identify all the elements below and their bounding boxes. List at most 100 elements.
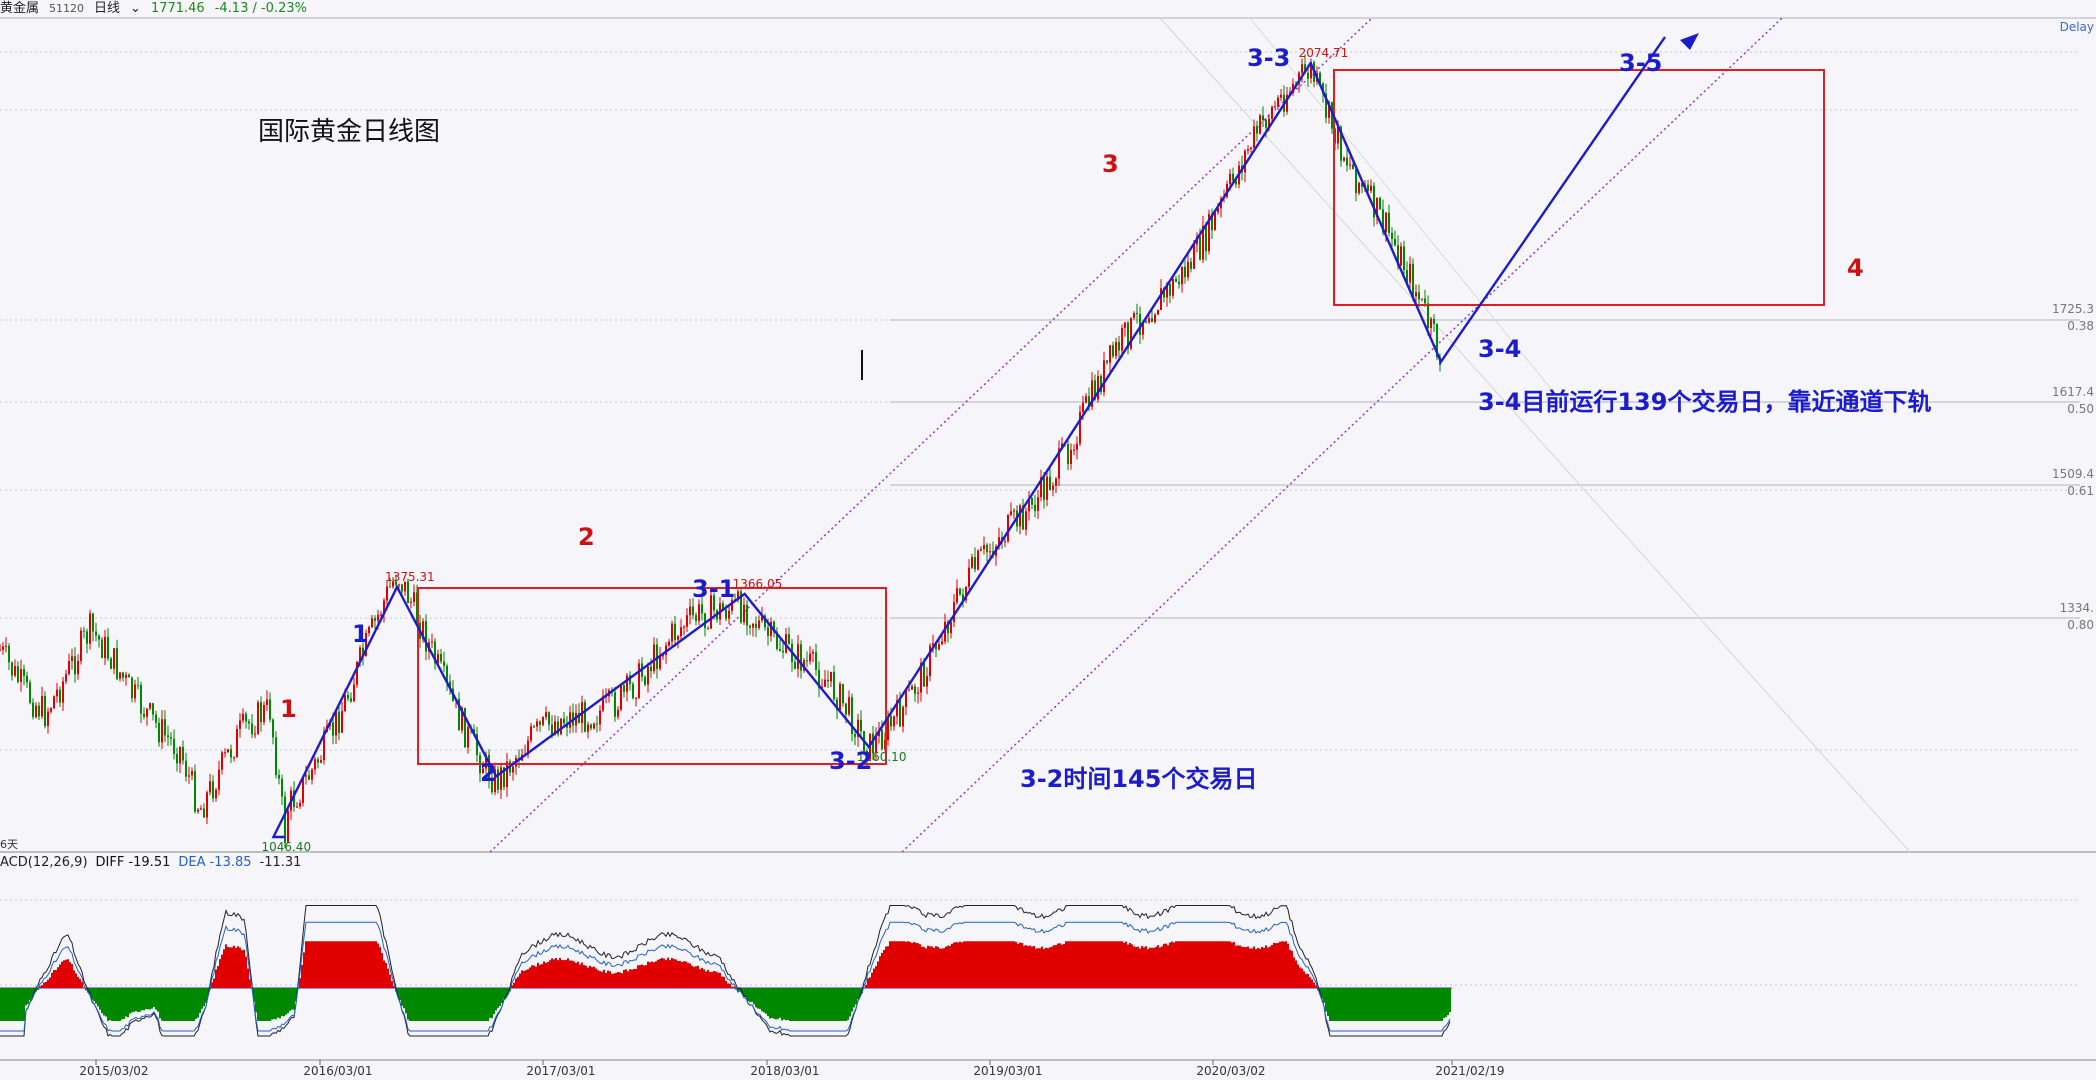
candle-body	[554, 721, 556, 735]
candle-body	[50, 708, 52, 712]
candle-body	[983, 545, 985, 550]
candle-body	[335, 711, 337, 736]
candle-body	[845, 703, 847, 715]
candle-body	[410, 601, 412, 604]
candle-body	[1034, 504, 1036, 512]
date-label: 2019/03/01	[973, 1064, 1042, 1078]
candle-body	[476, 733, 478, 756]
candle-body	[722, 603, 724, 610]
candle-body	[194, 771, 196, 812]
candle-body	[1028, 498, 1030, 512]
candle-body	[656, 644, 658, 669]
candle-body	[1004, 541, 1006, 543]
candle-body	[1142, 321, 1144, 335]
candle-body	[314, 759, 316, 770]
candle-body	[170, 737, 172, 739]
pivot-value-label: 1160.10	[857, 750, 907, 764]
candle-body	[596, 723, 598, 725]
candle-body	[1127, 322, 1129, 349]
consolidation-boxes	[417, 69, 1825, 765]
candle-body	[788, 634, 790, 644]
candle-body	[359, 647, 361, 662]
fib-axis-label: 0.80	[2067, 618, 2094, 632]
candle-body	[104, 636, 106, 659]
candle-body	[1400, 246, 1402, 266]
candle-body	[1268, 118, 1270, 128]
candle-body	[1247, 149, 1249, 151]
candle-body	[395, 581, 397, 585]
candle-body	[1019, 505, 1021, 527]
candle-body	[905, 689, 907, 707]
candle-body	[974, 557, 976, 570]
candle-body	[545, 712, 547, 718]
candle-body	[512, 766, 514, 773]
candle-body	[584, 701, 586, 732]
candle-body	[794, 662, 796, 669]
candle-body	[944, 621, 946, 642]
candle-body	[1379, 197, 1381, 210]
candle-body	[1178, 281, 1180, 285]
candle-body	[173, 738, 175, 754]
candle-body	[308, 775, 310, 780]
candle-body	[1154, 314, 1156, 323]
candle-body	[1136, 313, 1138, 315]
candle-body	[590, 724, 592, 729]
candle-body	[1436, 323, 1438, 358]
candle-body	[413, 592, 415, 602]
candle-body	[725, 609, 727, 619]
candle-body	[1010, 511, 1012, 515]
candle-body	[536, 721, 538, 727]
candle-body	[1277, 97, 1279, 107]
candle-body	[617, 709, 619, 717]
candle-body	[164, 719, 166, 736]
candle-body	[485, 754, 487, 769]
macd-value: -11.31	[259, 855, 302, 870]
candle-body	[986, 545, 988, 553]
candle-body	[1145, 321, 1147, 323]
candle-body	[425, 621, 427, 652]
candle-body	[1088, 396, 1090, 407]
candle-body	[1397, 245, 1399, 266]
candle-body	[1118, 341, 1120, 351]
candles	[0, 54, 1441, 849]
candle-body	[1388, 212, 1390, 233]
candle-body	[1376, 197, 1378, 218]
candle-body	[149, 703, 151, 709]
candle-body	[1235, 180, 1237, 185]
candle-body	[800, 644, 802, 671]
candle-body	[446, 665, 448, 682]
candle-body	[488, 754, 490, 781]
candle-body	[917, 692, 919, 694]
candle-body	[1343, 157, 1345, 161]
candle-body	[245, 713, 247, 722]
candle-body	[137, 684, 139, 686]
candle-body	[1340, 126, 1342, 161]
candle-body	[680, 627, 682, 637]
note-wave-3-4: 3-4目前运行139个交易日，靠近通道下轨	[1478, 388, 1931, 416]
candle-body	[1151, 318, 1153, 323]
candle-body	[815, 651, 817, 670]
candle-body	[386, 586, 388, 601]
candle-body	[65, 674, 67, 682]
candle-body	[578, 712, 580, 724]
candle-body	[1139, 313, 1141, 335]
candle-body	[1319, 72, 1321, 84]
candle-body	[1391, 232, 1393, 239]
pivot-value-label: 1046.40	[261, 840, 311, 854]
candle-body	[968, 567, 970, 587]
candle-body	[344, 694, 346, 712]
candle-body	[227, 749, 229, 753]
macd-label[interactable]: ACD(12,26,9)	[0, 855, 88, 870]
candle-body	[161, 719, 163, 743]
candle-body	[1076, 443, 1078, 450]
candle-body	[950, 621, 952, 634]
candle-body	[44, 695, 46, 727]
candle-body	[263, 704, 265, 722]
candle-body	[881, 730, 883, 750]
fib-axis-label: 0.61	[2067, 484, 2094, 498]
candle-body	[1415, 292, 1417, 297]
candle-body	[212, 781, 214, 799]
candle-body	[1190, 261, 1192, 269]
period-selector[interactable]: 日线 ⌄	[94, 1, 141, 16]
candle-body	[713, 595, 715, 611]
